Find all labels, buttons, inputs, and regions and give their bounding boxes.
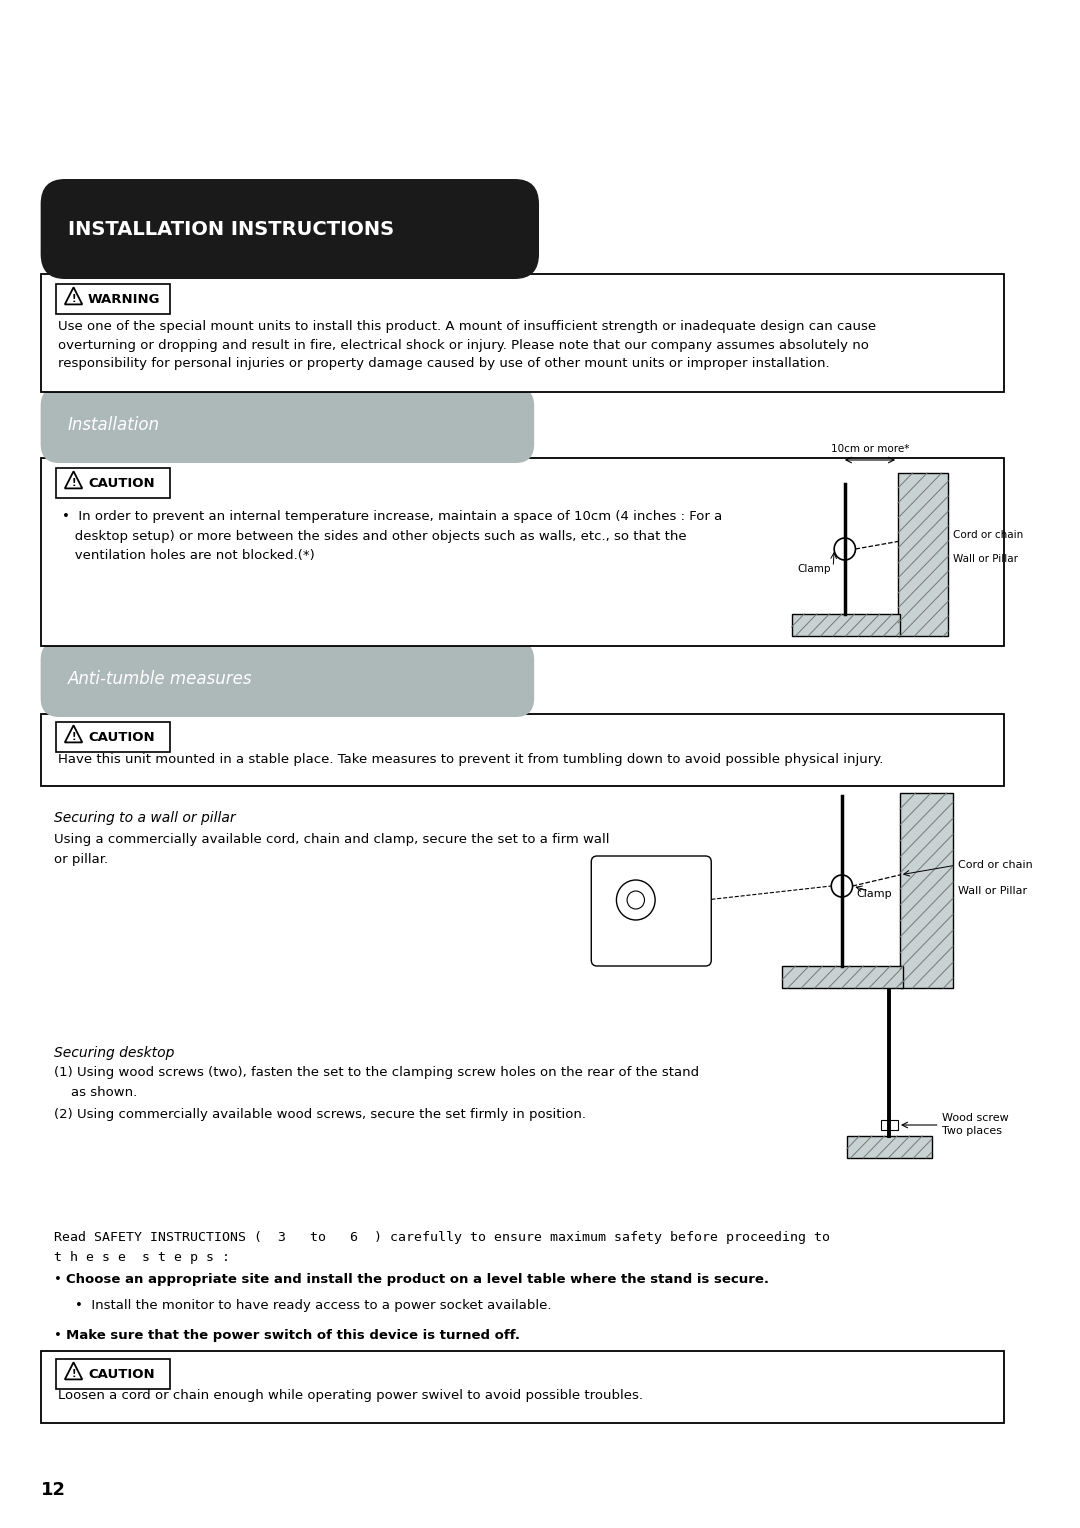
Text: CAUTION: CAUTION [89,1368,154,1380]
Text: •: • [54,1329,62,1342]
Bar [41,458,1004,646]
Bar [56,468,171,498]
FancyBboxPatch shape [41,642,535,717]
Text: t h e s e  s t e p s :: t h e s e s t e p s : [54,1251,230,1264]
Bar [56,723,171,752]
Text: Have this unit mounted in a stable place. Take measures to prevent it from tumbl: Have this unit mounted in a stable place… [58,752,883,766]
Text: Clamp: Clamp [856,889,892,898]
Text: INSTALLATION INSTRUCTIONS: INSTALLATION INSTRUCTIONS [68,220,394,238]
Bar [847,1135,932,1158]
Text: Securing desktop: Securing desktop [54,1047,175,1060]
Text: Securing to a wall or pillar: Securing to a wall or pillar [54,811,235,825]
Bar [41,1351,1004,1423]
Text: Clamp: Clamp [798,564,832,575]
Text: •: • [54,1273,62,1287]
Text: Choose an appropriate site and install the product on a level table where the st: Choose an appropriate site and install t… [66,1273,769,1287]
Text: (1) Using wood screws (two), fasten the set to the clamping screw holes on the r: (1) Using wood screws (two), fasten the … [54,1067,700,1079]
Bar [899,474,948,636]
Text: Anti-tumble measures: Anti-tumble measures [68,669,253,688]
Text: !: ! [71,1369,76,1380]
Bar [900,793,954,989]
Text: Wall or Pillar: Wall or Pillar [958,886,1027,895]
Text: Cord or chain: Cord or chain [958,860,1032,869]
Bar [56,284,171,313]
Text: Cord or chain: Cord or chain [613,941,688,952]
Text: WARNING: WARNING [89,292,161,306]
Bar [41,714,1004,785]
Text: •  In order to prevent an internal temperature increase, maintain a space of 10c: • In order to prevent an internal temper… [62,510,723,562]
FancyBboxPatch shape [591,856,712,966]
Text: Using a commercially available cord, chain and clamp, secure the set to a firm w: Using a commercially available cord, cha… [54,833,610,865]
Text: Two places: Two places [942,1126,1001,1135]
Text: CAUTION: CAUTION [89,730,154,744]
Text: Hook: Hook [636,927,664,937]
Text: !: ! [71,478,76,489]
Text: •  Install the monitor to have ready access to a power socket available.: • Install the monitor to have ready acce… [76,1299,552,1313]
Text: (2) Using commercially available wood screws, secure the set firmly in position.: (2) Using commercially available wood sc… [54,1108,586,1122]
FancyBboxPatch shape [41,387,535,463]
Text: Make sure that the power switch of this device is turned off.: Make sure that the power switch of this … [66,1329,519,1342]
Text: Installation: Installation [68,416,160,434]
Text: as shown.: as shown. [54,1086,137,1099]
Text: Wood screw: Wood screw [942,1112,1009,1123]
Bar [782,966,903,989]
Text: Loosen a cord or chain enough while operating power swivel to avoid possible tro: Loosen a cord or chain enough while oper… [58,1389,643,1403]
Text: !: ! [71,295,76,304]
Bar [792,614,900,636]
Text: Wall or Pillar: Wall or Pillar [954,555,1018,564]
Bar [56,1358,171,1389]
Text: Cord or chain: Cord or chain [954,530,1024,539]
Text: Use one of the special mount units to install this product. A mount of insuffici: Use one of the special mount units to in… [58,319,876,370]
Text: CAUTION: CAUTION [89,477,154,489]
Text: !: ! [71,732,76,743]
Text: 12: 12 [41,1481,66,1499]
FancyBboxPatch shape [41,179,539,280]
Text: 10cm or more*: 10cm or more* [831,445,909,454]
Bar [880,1120,899,1131]
Bar [41,274,1004,393]
Text: Read SAFETY INSTRUCTIONS (  3   to   6  ) carefully to ensure maximum safety bef: Read SAFETY INSTRUCTIONS ( 3 to 6 ) care… [54,1232,831,1244]
